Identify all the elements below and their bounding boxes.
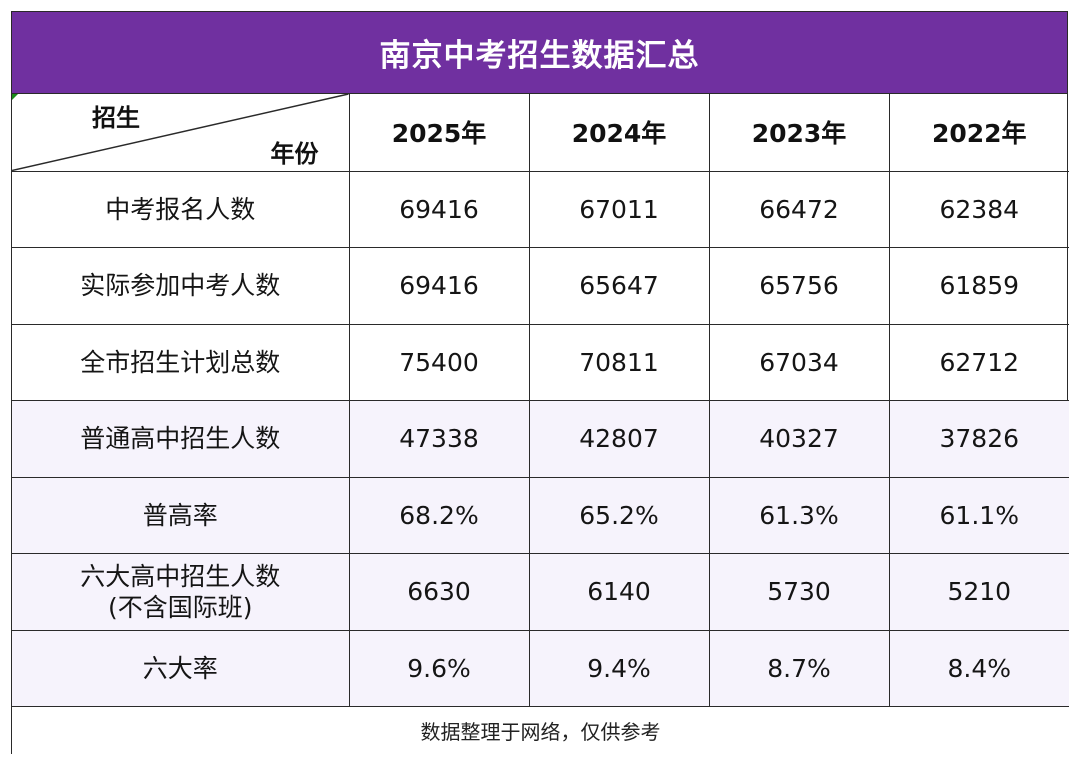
source-note: 数据整理于网络，仅供参考 <box>12 706 1069 754</box>
row-label: 实际参加中考人数 <box>12 247 350 325</box>
year-header-2024: 2024年 <box>528 94 710 172</box>
diagonal-line-icon <box>12 94 348 170</box>
table-cell: 66472 <box>708 170 890 248</box>
summary-table-sheet: 南京中考招生数据汇总 招生 年份 2025年 2024年 2023年 2022年 <box>11 11 1069 754</box>
row-label: 六大率 <box>12 629 350 707</box>
table-cell: 6140 <box>528 553 710 631</box>
row-label-line2: (不含国际班) <box>107 592 253 622</box>
table-cell: 65.2% <box>528 476 710 554</box>
row-label: 普高率 <box>12 476 350 554</box>
table-cell: 65756 <box>708 247 890 325</box>
table-row-exam-registrants: 中考报名人数 69416 67011 66472 62384 <box>12 170 1069 248</box>
enrollment-data-table: 招生 年份 2025年 2024年 2023年 2022年 中考报名人数 694… <box>12 94 1069 754</box>
table-row-top-six-enrollment: 六大高中招生人数 (不含国际班) 6630 6140 5730 5210 <box>12 553 1069 631</box>
table-row-city-enrollment-plan: 全市招生计划总数 75400 70811 67034 62712 <box>12 323 1069 401</box>
table-row-actual-examinees: 实际参加中考人数 69416 65647 65756 61859 <box>12 247 1069 325</box>
table-cell: 9.6% <box>348 629 530 707</box>
table-cell: 9.4% <box>528 629 710 707</box>
row-label: 全市招生计划总数 <box>12 323 350 401</box>
table-cell: 47338 <box>348 400 530 478</box>
table-cell: 69416 <box>348 170 530 248</box>
table-cell: 68.2% <box>348 476 530 554</box>
table-cell: 69416 <box>348 247 530 325</box>
table-cell: 62712 <box>888 323 1069 401</box>
table-cell: 42807 <box>528 400 710 478</box>
table-cell: 8.4% <box>888 629 1069 707</box>
table-cell: 62384 <box>888 170 1069 248</box>
row-label: 中考报名人数 <box>12 170 350 248</box>
table-cell: 5210 <box>888 553 1069 631</box>
table-cell: 37826 <box>888 400 1069 478</box>
table-cell: 70811 <box>528 323 710 401</box>
table-cell: 5730 <box>708 553 890 631</box>
cell-marker-icon <box>12 94 18 100</box>
table-cell: 40327 <box>708 400 890 478</box>
table-row-general-high-school-rate: 普高率 68.2% 65.2% 61.3% 61.1% <box>12 476 1069 554</box>
table-row-top-six-rate: 六大率 9.6% 9.4% 8.7% 8.4% <box>12 629 1069 707</box>
year-header-2023: 2023年 <box>708 94 890 172</box>
header-row: 招生 年份 2025年 2024年 2023年 2022年 <box>12 94 1069 172</box>
diagonal-corner-header: 招生 年份 <box>12 94 350 172</box>
table-cell: 61859 <box>888 247 1069 325</box>
table-cell: 67011 <box>528 170 710 248</box>
table-cell: 8.7% <box>708 629 890 707</box>
table-title: 南京中考招生数据汇总 <box>12 12 1067 94</box>
footer-row: 数据整理于网络，仅供参考 <box>12 706 1069 754</box>
table-cell: 65647 <box>528 247 710 325</box>
row-label: 六大高中招生人数 (不含国际班) <box>12 553 350 631</box>
corner-label-year: 年份 <box>270 139 319 168</box>
corner-label-category: 招生 <box>92 104 140 132</box>
row-label: 普通高中招生人数 <box>12 400 350 478</box>
table-cell: 61.1% <box>888 476 1069 554</box>
year-header-2022: 2022年 <box>888 94 1069 172</box>
table-cell: 61.3% <box>708 476 890 554</box>
row-label-line1: 六大高中招生人数 <box>80 561 281 591</box>
table-cell: 67034 <box>708 323 890 401</box>
table-cell: 6630 <box>348 553 530 631</box>
table-row-general-high-school-enrollment: 普通高中招生人数 47338 42807 40327 37826 <box>12 400 1069 478</box>
table-cell: 75400 <box>348 323 530 401</box>
year-header-2025: 2025年 <box>348 94 530 172</box>
